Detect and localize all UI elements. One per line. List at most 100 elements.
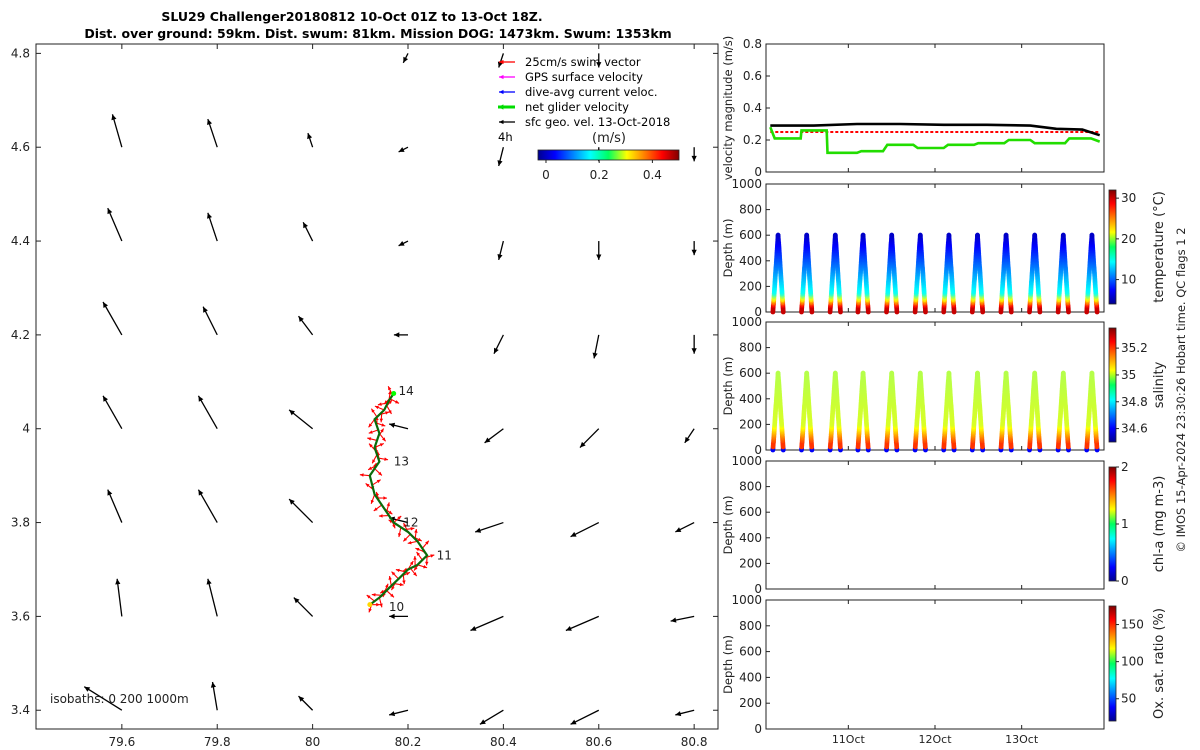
surface-velocity-arrow-head bbox=[206, 578, 212, 585]
temperature-colorbar-tick-label: 30 bbox=[1121, 191, 1136, 205]
surface-velocity-arrow bbox=[298, 695, 314, 711]
swim-vector-arrow bbox=[368, 419, 376, 428]
surface-velocity-arrow bbox=[111, 114, 123, 148]
salinity-colorbar bbox=[1108, 327, 1117, 443]
surface-velocity-arrow-head bbox=[475, 527, 482, 533]
swim-vector-arrow-head bbox=[417, 537, 422, 541]
track-end-marker bbox=[391, 391, 397, 397]
chla-frame bbox=[765, 460, 1105, 590]
surface-velocity-arrow-head bbox=[493, 347, 499, 354]
map-xtick-label: 80.4 bbox=[490, 735, 517, 749]
surface-velocity-arrow bbox=[398, 240, 409, 247]
temperature-sample-point bbox=[1032, 232, 1038, 238]
swim-vector-arrow-head bbox=[368, 608, 372, 613]
map-ytick-label: 3.8 bbox=[11, 516, 30, 530]
surface-velocity-arrow-head bbox=[570, 719, 577, 725]
surface-velocity-arrow-head bbox=[207, 119, 213, 125]
swim-vector-arrow-head bbox=[388, 510, 393, 515]
swim-vector-arrow-head bbox=[399, 582, 404, 587]
salinity-sample-point bbox=[946, 370, 952, 376]
swim-vector-arrow bbox=[374, 468, 383, 476]
legend-label: GPS surface velocity bbox=[525, 70, 643, 84]
swim-vector-arrow-head bbox=[430, 554, 435, 558]
temperature-colorbar-label: temperature (°C) bbox=[1152, 191, 1167, 303]
swim-vector-arrow-head bbox=[379, 418, 384, 423]
temperature-profiles bbox=[770, 232, 1100, 315]
swim-vector-arrow-head bbox=[405, 572, 410, 576]
velocity-ylabel: velocity magnitude (m/s) bbox=[721, 36, 735, 181]
oxygen-ytick-label: 400 bbox=[739, 670, 762, 684]
salinity-sample-point bbox=[975, 370, 980, 376]
temperature-panel: 0 200 400 600 800 1000 Depth (m) 10 20 30 temperat… bbox=[721, 177, 1167, 319]
swim-vector-arrow-head bbox=[390, 593, 394, 598]
swim-vector-arrow-head bbox=[381, 423, 386, 427]
day-label: 13 bbox=[394, 455, 409, 469]
surface-velocity-arrow-head bbox=[389, 613, 395, 620]
surface-velocity-arrow bbox=[206, 578, 218, 617]
swim-vector-arrow bbox=[386, 590, 395, 598]
surface-velocity-arrow-head bbox=[670, 617, 677, 623]
surface-velocity-arrow-head bbox=[84, 686, 91, 692]
swim-vector-arrow-head bbox=[374, 405, 379, 410]
map-ytick-label: 4.2 bbox=[11, 328, 30, 342]
surface-velocity-arrow-shaft bbox=[102, 301, 123, 336]
swim-vector-arrow-head bbox=[392, 524, 396, 529]
temperature-sample-point bbox=[1089, 232, 1095, 238]
map-xtick-label: 80.6 bbox=[585, 735, 612, 749]
swim-vector-arrow bbox=[374, 405, 385, 411]
salinity-sample-point bbox=[917, 370, 923, 376]
surface-velocity-arrow-head bbox=[203, 306, 208, 313]
surface-velocity-arrow bbox=[497, 147, 505, 167]
swim-vector-arrow-head bbox=[384, 400, 388, 405]
surface-velocity-arrow bbox=[202, 306, 218, 336]
surface-velocity-arrow bbox=[302, 221, 314, 242]
surface-velocity-arrow bbox=[497, 240, 505, 261]
swim-vector-arrow bbox=[409, 567, 418, 577]
swim-vector-arrow-head bbox=[380, 589, 385, 594]
surface-velocity-arrow-head bbox=[198, 395, 204, 402]
swim-vector-arrow bbox=[416, 551, 423, 561]
swim-vector-arrow bbox=[371, 454, 378, 464]
temperature-ytick-label: 1000 bbox=[731, 177, 762, 191]
map-xtick-label: 79.6 bbox=[108, 735, 135, 749]
temperature-frame bbox=[765, 183, 1105, 313]
surface-velocity-arrow bbox=[479, 709, 504, 725]
oxygen-frame bbox=[765, 599, 1105, 730]
colorbar-ticks: 0 0.2 0.4 bbox=[542, 160, 662, 182]
salinity-sample-point bbox=[804, 370, 810, 376]
map-xtick-label: 80.8 bbox=[681, 735, 708, 749]
swim-vector-arrow-head bbox=[414, 529, 418, 533]
swim-vector-arrow-head bbox=[370, 499, 375, 504]
legend-swatch-arrow-head bbox=[499, 74, 504, 80]
swim-vector-arrow-head bbox=[379, 443, 384, 447]
salinity-ytick-label: 400 bbox=[739, 392, 762, 406]
temperature-sample-point bbox=[946, 232, 952, 238]
swim-vector-arrow-head bbox=[368, 466, 373, 470]
surface-velocity-arrow bbox=[83, 686, 123, 711]
salinity-ylabel: Depth (m) bbox=[721, 357, 735, 416]
oxygen-ytick-label: 0 bbox=[754, 722, 762, 736]
map-xtick-label: 79.8 bbox=[204, 735, 231, 749]
oxygen-panel: 0 200 400 600 800 1000 Depth (m) 50 100 150 Ox. sa… bbox=[721, 593, 1167, 746]
surface-velocity-arrow bbox=[288, 409, 314, 430]
surface-velocity-arrow-head bbox=[596, 62, 602, 68]
legend-swatch-arrow bbox=[499, 119, 515, 125]
swim-vector-arrow bbox=[407, 540, 418, 545]
surface-velocity-arrow-shaft bbox=[116, 578, 123, 617]
surface-velocity-arrow-shaft bbox=[288, 498, 314, 524]
salinity-ytick-label: 600 bbox=[739, 366, 762, 380]
surface-velocity-arrow bbox=[675, 709, 695, 717]
surface-velocity-arrow-head bbox=[579, 441, 586, 448]
surface-velocity-arrow-head bbox=[210, 682, 216, 688]
swim-vector-arrow-head bbox=[413, 555, 417, 560]
swim-vector-arrow bbox=[393, 515, 402, 523]
map-ytick-label: 3.4 bbox=[11, 703, 30, 717]
surface-velocity-arrow bbox=[102, 301, 123, 336]
swim-vector-arrow bbox=[402, 574, 406, 585]
surface-velocity-arrow bbox=[570, 709, 600, 725]
legend-swatch-arrow bbox=[499, 89, 515, 95]
surface-velocity-arrow bbox=[207, 118, 218, 148]
swim-vector-arrow bbox=[370, 408, 378, 418]
swim-vector-arrow-head bbox=[395, 568, 400, 573]
swim-vector-arrow-head bbox=[366, 595, 371, 599]
